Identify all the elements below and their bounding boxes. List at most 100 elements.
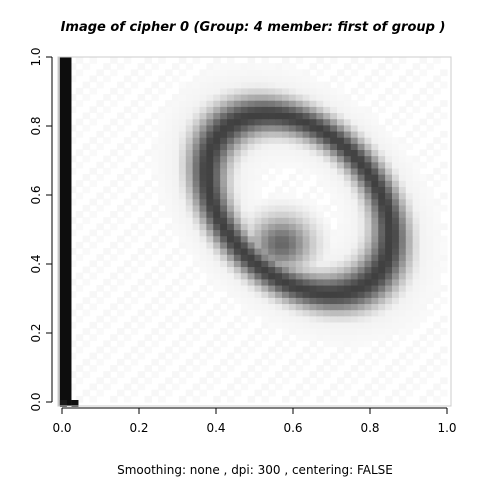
heatmap-cell — [206, 180, 214, 187]
heatmap-cell — [199, 130, 207, 138]
heatmap-cell — [199, 260, 207, 268]
heatmap-cell — [89, 106, 97, 114]
heatmap-cell — [247, 130, 256, 138]
heatmap-cell — [172, 192, 180, 200]
heatmap-cell — [103, 198, 111, 206]
heatmap-cell — [185, 186, 194, 194]
heatmap-cell — [261, 241, 269, 249]
heatmap-cell — [151, 63, 159, 70]
heatmap-cell — [316, 217, 324, 224]
heatmap-cell — [82, 112, 91, 120]
heatmap-cell — [240, 340, 249, 348]
heatmap-cell — [419, 309, 427, 317]
heatmap-cell — [330, 334, 338, 341]
heatmap-cell — [172, 309, 180, 317]
heatmap-cell — [213, 87, 221, 95]
heatmap-cell — [419, 254, 427, 261]
heatmap-cell — [117, 297, 125, 305]
heatmap-cell — [302, 266, 311, 274]
heatmap-cell — [254, 371, 262, 378]
heatmap-cell — [392, 229, 400, 237]
heatmap-cell — [275, 198, 283, 206]
heatmap-cell — [172, 112, 180, 120]
heatmap-cell — [117, 217, 125, 224]
heatmap-cell — [158, 383, 166, 391]
heatmap-cell — [302, 358, 311, 366]
heatmap-cell — [227, 254, 235, 261]
heatmap-cell — [227, 87, 235, 95]
heatmap-cell — [392, 192, 400, 200]
heatmap-cell — [343, 315, 352, 323]
heatmap-cell — [220, 93, 228, 101]
heatmap-cell — [392, 223, 400, 231]
y-axis: 0.00.20.40.60.81.0 — [29, 47, 53, 412]
heatmap-cell — [412, 106, 421, 114]
heatmap-cell — [172, 204, 180, 212]
heatmap-cell — [165, 377, 173, 385]
heatmap-cell — [220, 229, 228, 237]
heatmap-cell — [405, 100, 414, 107]
heatmap-cell — [68, 124, 77, 132]
bottom-pixel — [59, 400, 67, 407]
heatmap-cell — [364, 155, 372, 163]
heatmap-cell — [337, 291, 345, 298]
heatmap-cell — [378, 278, 386, 286]
heatmap-cell — [110, 118, 118, 126]
heatmap-cell — [330, 100, 338, 107]
heatmap-cell — [309, 149, 317, 157]
heatmap-cell — [350, 321, 359, 329]
heatmap-cell — [385, 57, 393, 64]
heatmap-cell — [398, 321, 407, 329]
heatmap-cell — [343, 247, 352, 255]
heatmap-cell — [247, 223, 256, 231]
heatmap-cell — [206, 192, 214, 200]
heatmap-cell — [357, 309, 366, 317]
heatmap-cell — [371, 124, 379, 132]
heatmap-cell — [316, 192, 324, 200]
heatmap-cell — [426, 81, 434, 89]
heatmap-cell — [192, 272, 201, 280]
heatmap-cell — [158, 229, 166, 237]
heatmap-cell — [123, 167, 132, 175]
heatmap-cell — [364, 223, 372, 231]
heatmap-cell — [316, 284, 324, 292]
heatmap-cell — [426, 204, 434, 212]
heatmap-cell — [364, 161, 372, 169]
heatmap-cell — [316, 130, 324, 138]
heatmap-cell — [295, 278, 304, 286]
heatmap-cell — [433, 223, 441, 231]
heatmap-cell — [330, 211, 338, 218]
heatmap-cell — [178, 106, 187, 114]
heatmap-cell — [364, 260, 372, 268]
heatmap-cell — [343, 272, 352, 280]
heatmap-cell — [309, 161, 317, 169]
heatmap-cell — [75, 377, 84, 385]
heatmap-cell — [110, 149, 118, 157]
heatmap-cell — [433, 75, 441, 83]
heatmap-cell — [343, 149, 352, 157]
heatmap-cell — [75, 130, 84, 138]
heatmap-cell — [96, 223, 104, 231]
heatmap-cell — [123, 272, 132, 280]
heatmap-cell — [247, 118, 256, 126]
heatmap-cell — [343, 340, 352, 348]
heatmap-cell — [68, 63, 77, 70]
heatmap-cell — [433, 204, 441, 212]
heatmap-cell — [96, 112, 104, 120]
heatmap-cell — [337, 260, 345, 268]
heatmap-cell — [316, 309, 324, 317]
heatmap-cell — [220, 149, 228, 157]
heatmap-cell — [213, 100, 221, 107]
heatmap-cell — [357, 186, 366, 194]
heatmap-cell — [419, 57, 427, 64]
heatmap-cell — [350, 87, 359, 95]
heatmap-cell — [165, 211, 173, 218]
heatmap-cell — [178, 124, 187, 132]
heatmap-cell — [151, 297, 159, 305]
heatmap-cell — [440, 69, 448, 77]
heatmap-cell — [426, 358, 434, 366]
heatmap-cell — [337, 143, 345, 151]
heatmap-cell — [151, 167, 159, 175]
heatmap-cell — [199, 161, 207, 169]
heatmap-cell — [419, 297, 427, 305]
